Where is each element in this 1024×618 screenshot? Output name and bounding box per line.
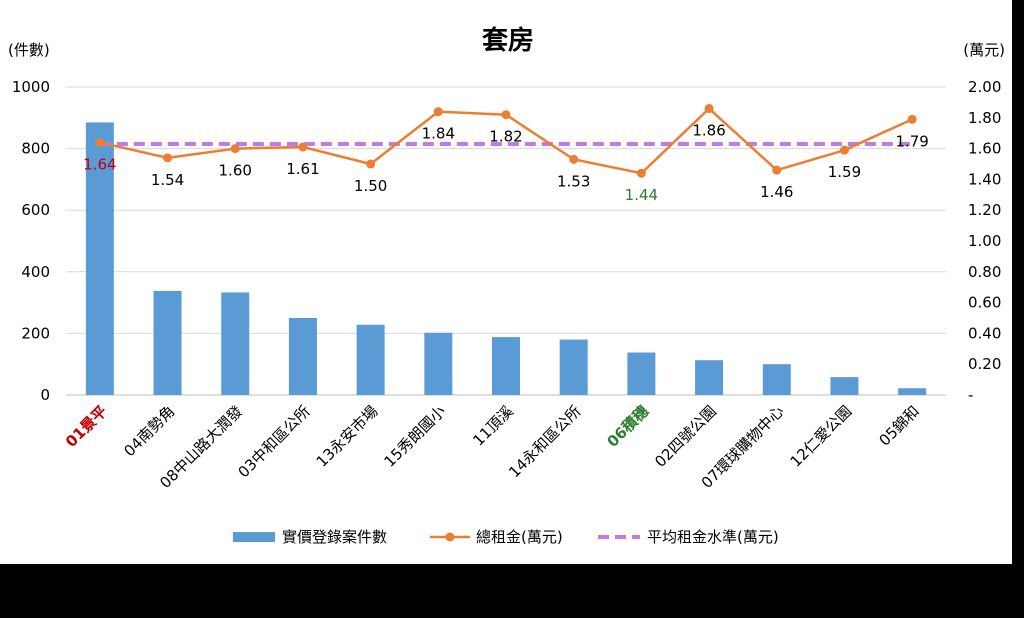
category-label: 12仁愛公園 [787, 402, 856, 471]
legend-label: 總租金(萬元) [476, 528, 563, 546]
rent-point [704, 104, 714, 114]
chart-card: 套房 (件數) (萬元) 1.64 1.54 1.60 1.61 1.50 1.84 1.8… [0, 0, 1012, 564]
rent-point [569, 154, 579, 164]
y-left-ticks: 0 200 400 600 800 1000 [12, 78, 50, 404]
data-label: 1.54 [151, 171, 184, 189]
category-label: 01景平 [62, 402, 111, 451]
data-label: 1.86 [692, 122, 725, 140]
rent-point [772, 165, 782, 175]
category-label: 13永安市場 [313, 402, 382, 471]
legend-swatch-marker [445, 532, 455, 542]
category-label: 14永和區公所 [505, 402, 584, 481]
rent-point [298, 142, 308, 152]
bar [898, 388, 927, 395]
category-label: 04南勢角 [120, 402, 178, 460]
category-label: 06積穗 [604, 402, 653, 451]
y-right-tick-label: 0.80 [968, 263, 1001, 281]
data-label: 1.44 [625, 186, 658, 204]
y-left-tick-label: 400 [21, 263, 50, 281]
y-left-tick-label: 1000 [12, 78, 50, 96]
rent-point [501, 110, 511, 120]
rent-point [163, 153, 173, 163]
legend: 實價登錄案件數 總租金(萬元) 平均租金水準(萬元) [233, 528, 779, 546]
chart-title: 套房 [482, 26, 534, 56]
bar [221, 292, 250, 395]
bar [153, 290, 182, 395]
y-left-tick-label: 600 [21, 201, 50, 219]
data-label: 1.79 [895, 132, 928, 150]
y-right-tick-label: 1.20 [968, 201, 1001, 219]
y-right-tick-label: - [968, 386, 973, 404]
legend-label: 平均租金水準(萬元) [647, 528, 779, 546]
y-right-tick-label: 1.80 [968, 109, 1001, 127]
bar [85, 122, 114, 396]
category-label: 05錦和 [876, 402, 923, 449]
category-label: 15秀朗國小 [380, 402, 449, 471]
y-left-tick-label: 200 [21, 324, 50, 342]
bar [830, 377, 859, 395]
y-left-axis-label: (件數) [8, 41, 50, 59]
y-left-tick-label: 800 [21, 140, 50, 158]
chart-svg: 套房 (件數) (萬元) 1.64 1.54 1.60 1.61 1.50 1.84 1.8… [8, 26, 1005, 546]
y-left-tick-label: 0 [40, 386, 50, 404]
category-label: 11頂溪 [469, 402, 516, 449]
y-right-tick-label: 1.60 [968, 140, 1001, 158]
data-label: 1.53 [557, 172, 590, 190]
bar-series [85, 122, 927, 396]
rent-point [636, 168, 646, 178]
rent-line-series [95, 104, 917, 178]
data-label: 1.59 [828, 163, 861, 181]
bar [356, 324, 385, 395]
bar [424, 332, 453, 395]
y-right-ticks: - 0.20 0.40 0.60 0.80 1.00 1.20 1.40 1.60 1.80 2.0… [968, 78, 1001, 404]
data-label: 1.61 [286, 160, 319, 178]
y-right-tick-label: 1.00 [968, 232, 1001, 250]
bar [627, 352, 656, 395]
bar [762, 364, 791, 395]
gridlines [66, 86, 946, 396]
data-label: 1.50 [354, 177, 387, 195]
legend-label: 實價登錄案件數 [282, 528, 387, 546]
rent-point [839, 145, 849, 155]
rent-point [230, 144, 240, 154]
rent-point [95, 137, 105, 147]
rent-point [907, 114, 917, 124]
legend-swatch-bar [233, 532, 275, 542]
data-label: 1.64 [83, 155, 116, 173]
y-right-tick-label: 0.40 [968, 324, 1001, 342]
data-label: 1.60 [219, 162, 252, 180]
y-right-tick-label: 0.20 [968, 355, 1001, 373]
y-right-tick-label: 0.60 [968, 294, 1001, 312]
rent-point [366, 159, 376, 169]
y-right-axis-label: (萬元) [963, 41, 1005, 59]
bar [288, 318, 317, 395]
y-right-tick-label: 2.00 [968, 78, 1001, 96]
data-label: 1.82 [489, 128, 522, 146]
data-labels: 1.64 1.54 1.60 1.61 1.50 1.84 1.82 1.53 1.44 1.86… [83, 122, 929, 205]
bar [492, 337, 520, 395]
bar [559, 339, 588, 395]
y-right-tick-label: 1.40 [968, 170, 1001, 188]
category-label: 02四號公園 [651, 402, 720, 471]
rent-point [433, 107, 443, 117]
category-label: 03中和區公所 [234, 402, 313, 481]
bar [695, 360, 724, 395]
data-label: 1.84 [422, 125, 455, 143]
data-label: 1.46 [760, 183, 793, 201]
